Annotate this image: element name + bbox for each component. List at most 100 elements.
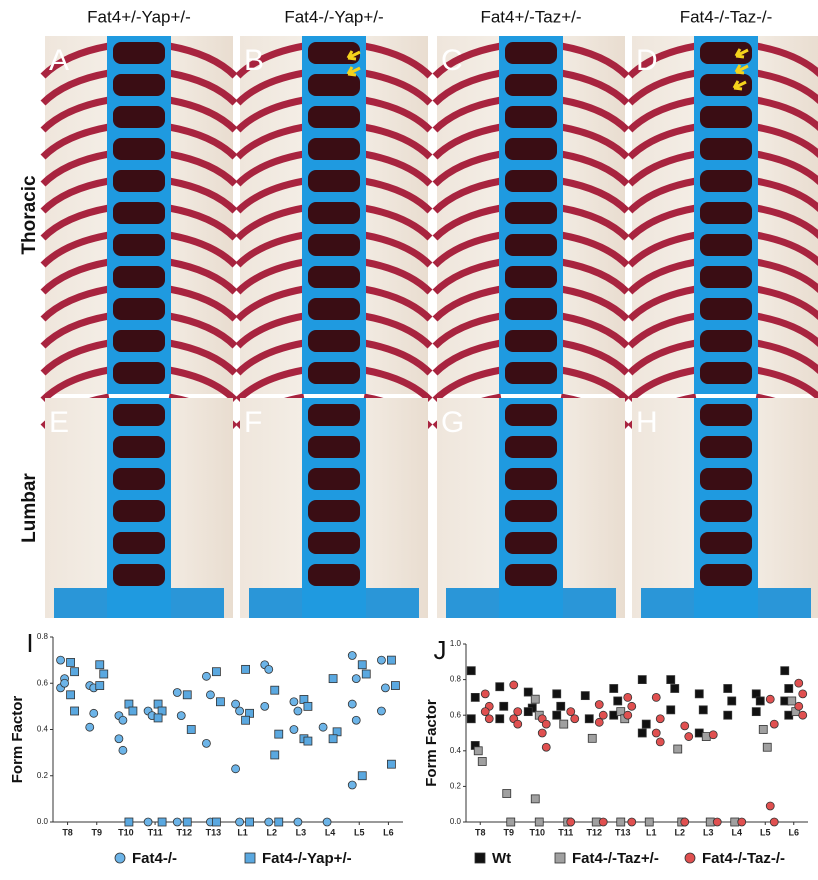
point: [681, 818, 689, 826]
point: [599, 711, 607, 719]
x-tick-label: T12: [586, 827, 602, 837]
vertebra: [113, 330, 165, 352]
point: [202, 739, 210, 747]
x-tick-label: L4: [325, 827, 336, 837]
point: [90, 709, 98, 717]
vertebra: [505, 532, 557, 554]
vertebra: [700, 564, 752, 586]
vertebra: [308, 436, 360, 458]
point: [100, 670, 108, 678]
point: [599, 818, 607, 826]
photo-panel: [238, 36, 430, 427]
point: [275, 730, 283, 738]
vertebra: [308, 532, 360, 554]
point: [232, 765, 240, 773]
point: [236, 818, 244, 826]
point: [387, 656, 395, 664]
point: [348, 700, 356, 708]
x-tick-label: T10: [529, 827, 545, 837]
point: [246, 818, 254, 826]
point: [624, 711, 632, 719]
vertebra: [505, 202, 557, 224]
vertebra: [505, 468, 557, 490]
point: [119, 746, 127, 754]
point: [642, 720, 650, 728]
vertebra: [113, 564, 165, 586]
point: [756, 697, 764, 705]
point: [352, 716, 360, 724]
vertebra: [308, 362, 360, 384]
y-tick-label: 0.8: [450, 675, 462, 684]
vertebra: [700, 362, 752, 384]
point: [348, 781, 356, 789]
point: [695, 690, 703, 698]
point: [202, 672, 210, 680]
vertebra: [700, 500, 752, 522]
vertebra: [505, 42, 557, 64]
point: [329, 675, 337, 683]
vertebra: [308, 404, 360, 426]
point: [617, 818, 625, 826]
legend-marker: [245, 853, 255, 863]
point: [467, 715, 475, 723]
vertebra: [113, 138, 165, 160]
photo-panel: [437, 398, 625, 618]
point: [624, 693, 632, 701]
point: [391, 682, 399, 690]
photo-panel: [43, 36, 235, 427]
point: [236, 707, 244, 715]
vertebra: [308, 500, 360, 522]
point: [763, 743, 771, 751]
x-tick-label: L1: [237, 827, 248, 837]
x-tick-label: L1: [646, 827, 657, 837]
vertebra: [700, 202, 752, 224]
point: [685, 733, 693, 741]
point: [319, 723, 327, 731]
point: [242, 716, 250, 724]
vertebra: [505, 404, 557, 426]
vertebra: [700, 74, 752, 96]
point: [656, 715, 664, 723]
vertebra: [308, 106, 360, 128]
vertebra: [113, 436, 165, 458]
x-tick-label: T13: [206, 827, 222, 837]
x-tick-label: L5: [354, 827, 365, 837]
point: [728, 697, 736, 705]
point: [265, 665, 273, 673]
point: [538, 729, 546, 737]
point: [553, 711, 561, 719]
vertebra: [505, 234, 557, 256]
point: [481, 690, 489, 698]
point: [781, 667, 789, 675]
point: [271, 686, 279, 694]
point: [61, 679, 69, 687]
vertebra: [700, 106, 752, 128]
point: [785, 685, 793, 693]
point: [628, 702, 636, 710]
vertebra: [113, 298, 165, 320]
vertebra: [308, 234, 360, 256]
y-tick-label: 0.4: [37, 725, 49, 734]
vertebra: [505, 564, 557, 586]
legend-marker: [555, 853, 565, 863]
point: [265, 818, 273, 826]
point: [788, 697, 796, 705]
legend-label: Wt: [492, 850, 511, 867]
point: [581, 692, 589, 700]
point: [323, 818, 331, 826]
point: [766, 802, 774, 810]
y-tick-label: 0.4: [450, 746, 462, 755]
panel-letter: C: [441, 44, 463, 77]
point: [553, 690, 561, 698]
vertebra: [113, 74, 165, 96]
y-axis-label: Form Factor: [423, 699, 440, 787]
point: [514, 720, 522, 728]
point: [173, 818, 181, 826]
point: [524, 708, 532, 716]
point: [567, 708, 575, 716]
y-tick-label: 0.2: [37, 771, 49, 780]
point: [294, 818, 302, 826]
photo-panel: [630, 36, 818, 427]
panel-letter: D: [636, 44, 658, 77]
vertebra: [308, 138, 360, 160]
